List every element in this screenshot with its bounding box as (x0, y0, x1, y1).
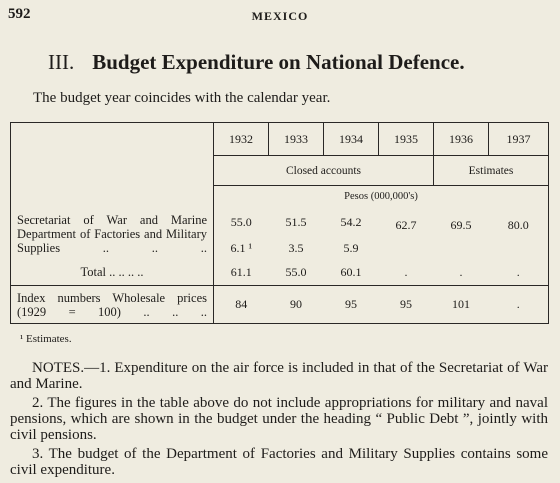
year: 1934 (323, 122, 379, 156)
year: 1937 (488, 122, 549, 156)
notes: NOTES.—1. Expenditure on the air force i… (10, 360, 548, 481)
cell: . (488, 285, 549, 324)
group: Estimates (433, 155, 549, 186)
group: Closed accounts (213, 155, 434, 186)
cell: 55.0 (285, 264, 307, 279)
cell: 6.1 ¹ (230, 241, 253, 255)
year: 1932 (213, 122, 269, 156)
cell: 90 (268, 285, 324, 324)
cell: 80.0 (507, 217, 529, 232)
intro: The budget year coincides with the calen… (33, 90, 331, 106)
page-number: 592 (8, 6, 31, 22)
cell: 101 (433, 285, 489, 324)
cell: 3.5 (288, 241, 304, 255)
footnote: ¹ Estimates. (20, 333, 72, 345)
note: NOTES.—1. Expenditure on the air force i… (10, 360, 548, 392)
cell: 61.1 (230, 264, 252, 279)
cell: 95 (378, 285, 434, 324)
cell: 60.1 (340, 264, 362, 279)
year: 1935 (378, 122, 434, 156)
cell: . (459, 264, 463, 279)
unit: Pesos (000,000's) (344, 191, 418, 203)
cell: 84 (213, 285, 269, 324)
section-title: Budget Expenditure on National Defence. (92, 50, 465, 74)
row-label: Total .. .. .. .. (10, 259, 214, 286)
cell: 55.0 (230, 215, 252, 229)
cell: 95 (323, 285, 379, 324)
section-number: III. (48, 50, 75, 74)
running-title: MEXICO (251, 9, 309, 23)
budget-table: 1932 1933 1934 1935 1936 1937 Closed acc… (10, 122, 549, 324)
note: 2. The figures in the table above do not… (10, 395, 548, 443)
row-label: Secretariat of War and Marine Department… (10, 207, 214, 260)
corner (10, 122, 214, 208)
year: 1936 (433, 122, 489, 156)
year: 1933 (268, 122, 324, 156)
cell: 54.2 (340, 215, 362, 229)
row-label: Index numbers Wholesale prices (1929 = 1… (10, 285, 214, 324)
cell: 69.5 (450, 217, 472, 232)
cell: . (516, 264, 520, 279)
cell: 62.7 (395, 217, 417, 232)
cell: 51.5 (285, 215, 307, 229)
section-heading: III. Budget Expenditure on National Defen… (48, 50, 465, 75)
cell: 5.9 (343, 241, 359, 255)
note: 3. The budget of the Department of Facto… (10, 446, 548, 478)
cell: . (404, 264, 408, 279)
